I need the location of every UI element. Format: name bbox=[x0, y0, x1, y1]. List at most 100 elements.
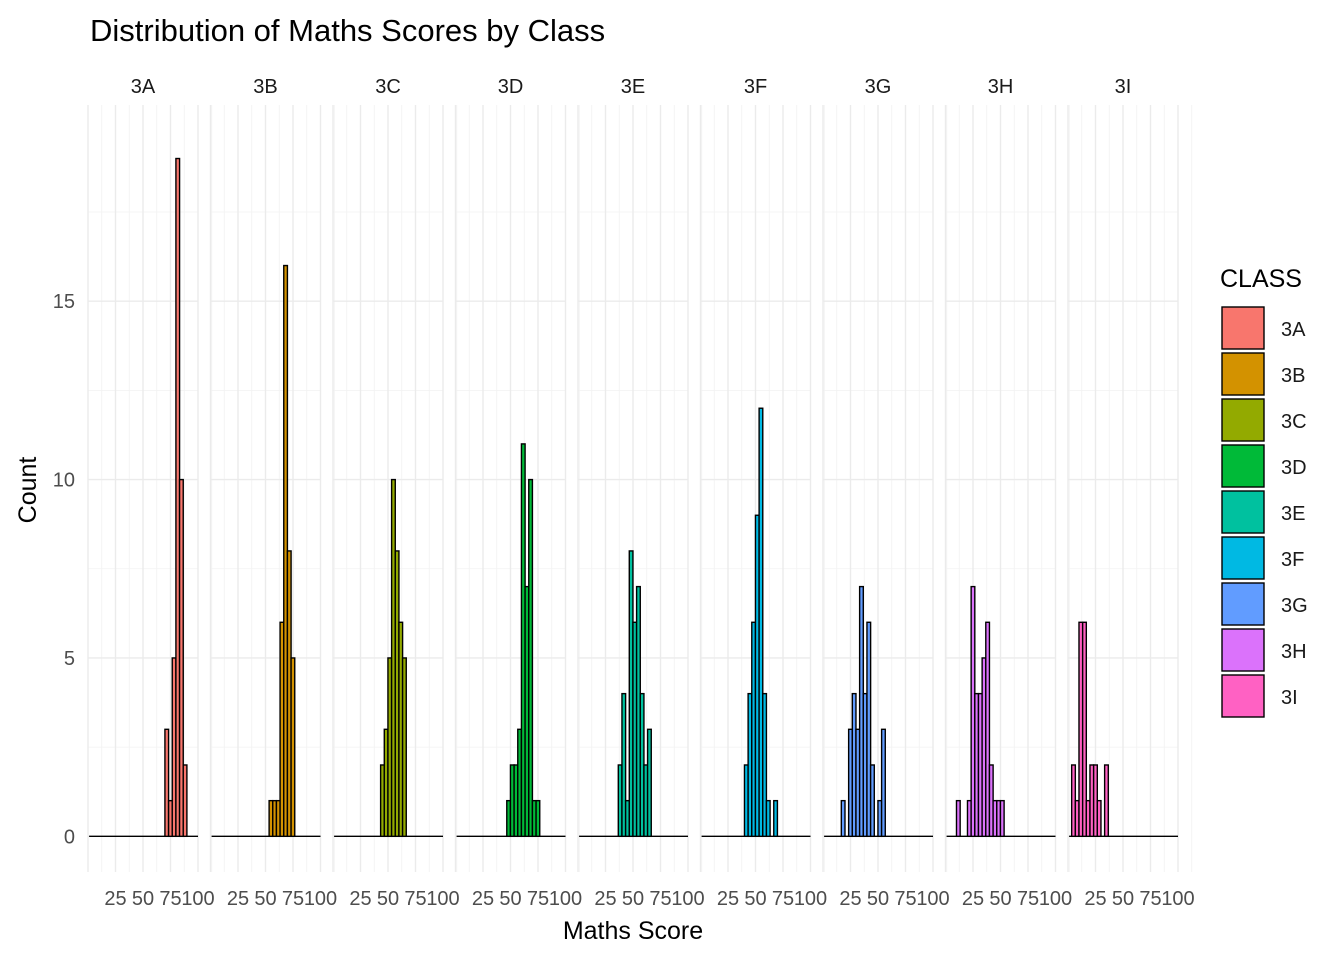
legend-label-3h: 3H bbox=[1281, 641, 1307, 663]
y-tick-label: 5 bbox=[64, 648, 75, 670]
x-tick-label: 75 bbox=[1017, 888, 1039, 910]
y-tick-label: 10 bbox=[53, 470, 75, 492]
histogram-bar bbox=[880, 728, 886, 838]
histogram-bar bbox=[401, 657, 407, 838]
x-tick-label: 50 bbox=[499, 888, 521, 910]
legend: CLASS 3A 3B 3C 3D 3E 3F 3G 3H 3I bbox=[1220, 265, 1308, 718]
facet-panel-3e: 3E 25 50 75 100 bbox=[577, 76, 705, 910]
facet-panel-3d: 3D 25 50 75 100 bbox=[454, 76, 582, 910]
histogram-bar bbox=[840, 799, 846, 838]
x-tick-label: 50 bbox=[622, 888, 644, 910]
legend-key-3d bbox=[1221, 444, 1265, 488]
legend-key-3f bbox=[1221, 536, 1265, 580]
x-tick-label: 50 bbox=[377, 888, 399, 910]
facet-label-3g: 3G bbox=[865, 76, 892, 98]
histogram-bar bbox=[290, 657, 296, 838]
facet-panel-3b: 3B 25 50 75 100 bbox=[209, 76, 337, 910]
y-tick-label: 0 bbox=[64, 826, 75, 848]
facet-label-3i: 3I bbox=[1115, 76, 1132, 98]
x-tick-label: 50 bbox=[1112, 888, 1134, 910]
facet-panel-3g: 3G 25 50 75 100 bbox=[822, 76, 950, 910]
histogram-bar bbox=[528, 478, 534, 838]
histogram-bar bbox=[866, 621, 872, 838]
legend-label-3e: 3E bbox=[1281, 503, 1305, 525]
facet-label-3h: 3H bbox=[988, 76, 1014, 98]
legend-title: CLASS bbox=[1220, 265, 1302, 293]
facet-panel-3h: 3H 25 50 75 100 bbox=[944, 76, 1072, 910]
x-tick-label: 75 bbox=[894, 888, 916, 910]
legend-label-3g: 3G bbox=[1281, 595, 1308, 617]
x-tick-label: 25 bbox=[717, 888, 739, 910]
legend-label-3f: 3F bbox=[1281, 549, 1304, 571]
facet-label-3b: 3B bbox=[253, 76, 277, 98]
x-tick-label: 100 bbox=[794, 888, 827, 910]
legend-label-3b: 3B bbox=[1281, 365, 1305, 387]
x-tick-label: 75 bbox=[1139, 888, 1161, 910]
y-tick-label: 15 bbox=[53, 291, 75, 313]
x-tick-label: 75 bbox=[649, 888, 671, 910]
facet-panel-3a: 3A 25 50 75 100 bbox=[87, 76, 215, 910]
x-tick-label: 25 bbox=[227, 888, 249, 910]
facet-label-3a: 3A bbox=[131, 76, 156, 98]
facet-panel-3c: 3C 25 50 75 100 bbox=[332, 76, 460, 910]
x-tick-label: 75 bbox=[404, 888, 426, 910]
legend-key-3a bbox=[1221, 306, 1265, 350]
legend-key-3b bbox=[1221, 352, 1265, 396]
y-axis-title: Count bbox=[14, 457, 42, 524]
legend-key-3i bbox=[1221, 674, 1265, 718]
x-tick-label: 75 bbox=[527, 888, 549, 910]
histogram-bar bbox=[758, 407, 764, 838]
histogram-bar bbox=[178, 478, 184, 838]
x-tick-label: 25 bbox=[472, 888, 494, 910]
x-tick-label: 50 bbox=[989, 888, 1011, 910]
histogram-bar bbox=[869, 764, 875, 838]
facet-panel-3i: 3I 25 50 75 100 bbox=[1067, 76, 1195, 910]
x-tick-label: 100 bbox=[671, 888, 704, 910]
legend-label-3d: 3D bbox=[1281, 457, 1307, 479]
histogram-bar bbox=[535, 799, 541, 838]
x-tick-label: 75 bbox=[282, 888, 304, 910]
x-tick-label: 75 bbox=[772, 888, 794, 910]
legend-label-3c: 3C bbox=[1281, 411, 1307, 433]
legend-key-3c bbox=[1221, 398, 1265, 442]
histogram-bar bbox=[1081, 621, 1088, 838]
x-tick-label: 25 bbox=[839, 888, 861, 910]
histogram-bar bbox=[164, 728, 170, 838]
x-axis-title: Maths Score bbox=[563, 917, 703, 945]
x-tick-label: 50 bbox=[744, 888, 766, 910]
x-tick-label: 50 bbox=[132, 888, 154, 910]
histogram-bar bbox=[621, 692, 627, 838]
histogram-bar bbox=[1096, 799, 1102, 838]
facet-panel-3f: 3F 25 50 75 100 bbox=[699, 76, 827, 910]
x-tick-label: 50 bbox=[867, 888, 889, 910]
histogram-bar bbox=[773, 799, 779, 838]
x-tick-label: 25 bbox=[1084, 888, 1106, 910]
facet-label-3e: 3E bbox=[621, 76, 645, 98]
histogram-bar bbox=[985, 621, 991, 838]
x-tick-label: 100 bbox=[426, 888, 459, 910]
legend-label-3i: 3I bbox=[1281, 687, 1298, 709]
histogram-bar bbox=[765, 799, 771, 838]
legend-key-3h bbox=[1221, 628, 1265, 672]
facet-label-3c: 3C bbox=[375, 76, 401, 98]
chart-title: Distribution of Maths Scores by Class bbox=[90, 13, 605, 48]
histogram-bar bbox=[182, 764, 188, 838]
x-tick-label: 25 bbox=[594, 888, 616, 910]
legend-label-3a: 3A bbox=[1281, 319, 1306, 341]
legend-key-3e bbox=[1221, 490, 1265, 534]
histogram-bar bbox=[646, 728, 652, 838]
x-tick-label: 50 bbox=[254, 888, 276, 910]
facet-label-3f: 3F bbox=[744, 76, 767, 98]
x-tick-label: 100 bbox=[1161, 888, 1194, 910]
histogram-bar bbox=[1103, 764, 1109, 838]
x-tick-label: 100 bbox=[549, 888, 582, 910]
x-tick-label: 25 bbox=[104, 888, 126, 910]
x-tick-label: 100 bbox=[304, 888, 337, 910]
x-tick-label: 100 bbox=[916, 888, 949, 910]
histogram-bar bbox=[955, 799, 961, 838]
histogram-bar bbox=[762, 692, 768, 838]
histogram-bar bbox=[999, 799, 1005, 838]
x-tick-label: 25 bbox=[349, 888, 371, 910]
